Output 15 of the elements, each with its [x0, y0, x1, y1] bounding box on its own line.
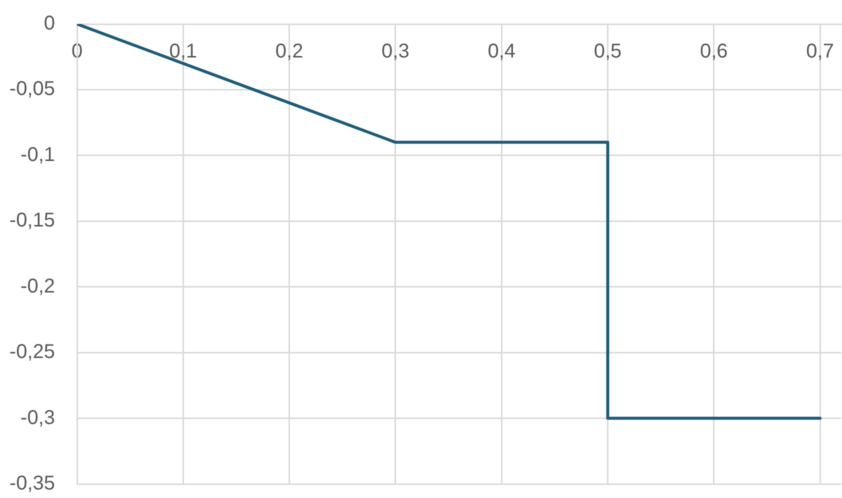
- x-tick-label: 0,3: [382, 40, 410, 63]
- x-tick-label: 0,6: [700, 40, 728, 63]
- y-tick-label: -0,05: [9, 78, 55, 100]
- x-tick-label: 0,5: [594, 40, 622, 63]
- x-tick-label: 0,4: [488, 40, 516, 63]
- y-tick-label: -0,2: [20, 275, 55, 298]
- x-tick-label: 0,1: [169, 40, 198, 63]
- x-tick-label: 0,2: [275, 40, 304, 63]
- y-tick-label: -0,25: [9, 341, 55, 364]
- y-tick-label: -0,1: [20, 144, 55, 166]
- y-tick-label: -0,35: [9, 472, 55, 495]
- x-tick-label: 0,7: [806, 40, 834, 63]
- y-tick-label: 0: [44, 12, 55, 35]
- y-tick-label: -0,3: [20, 406, 55, 429]
- y-tick-label: -0,15: [9, 210, 55, 232]
